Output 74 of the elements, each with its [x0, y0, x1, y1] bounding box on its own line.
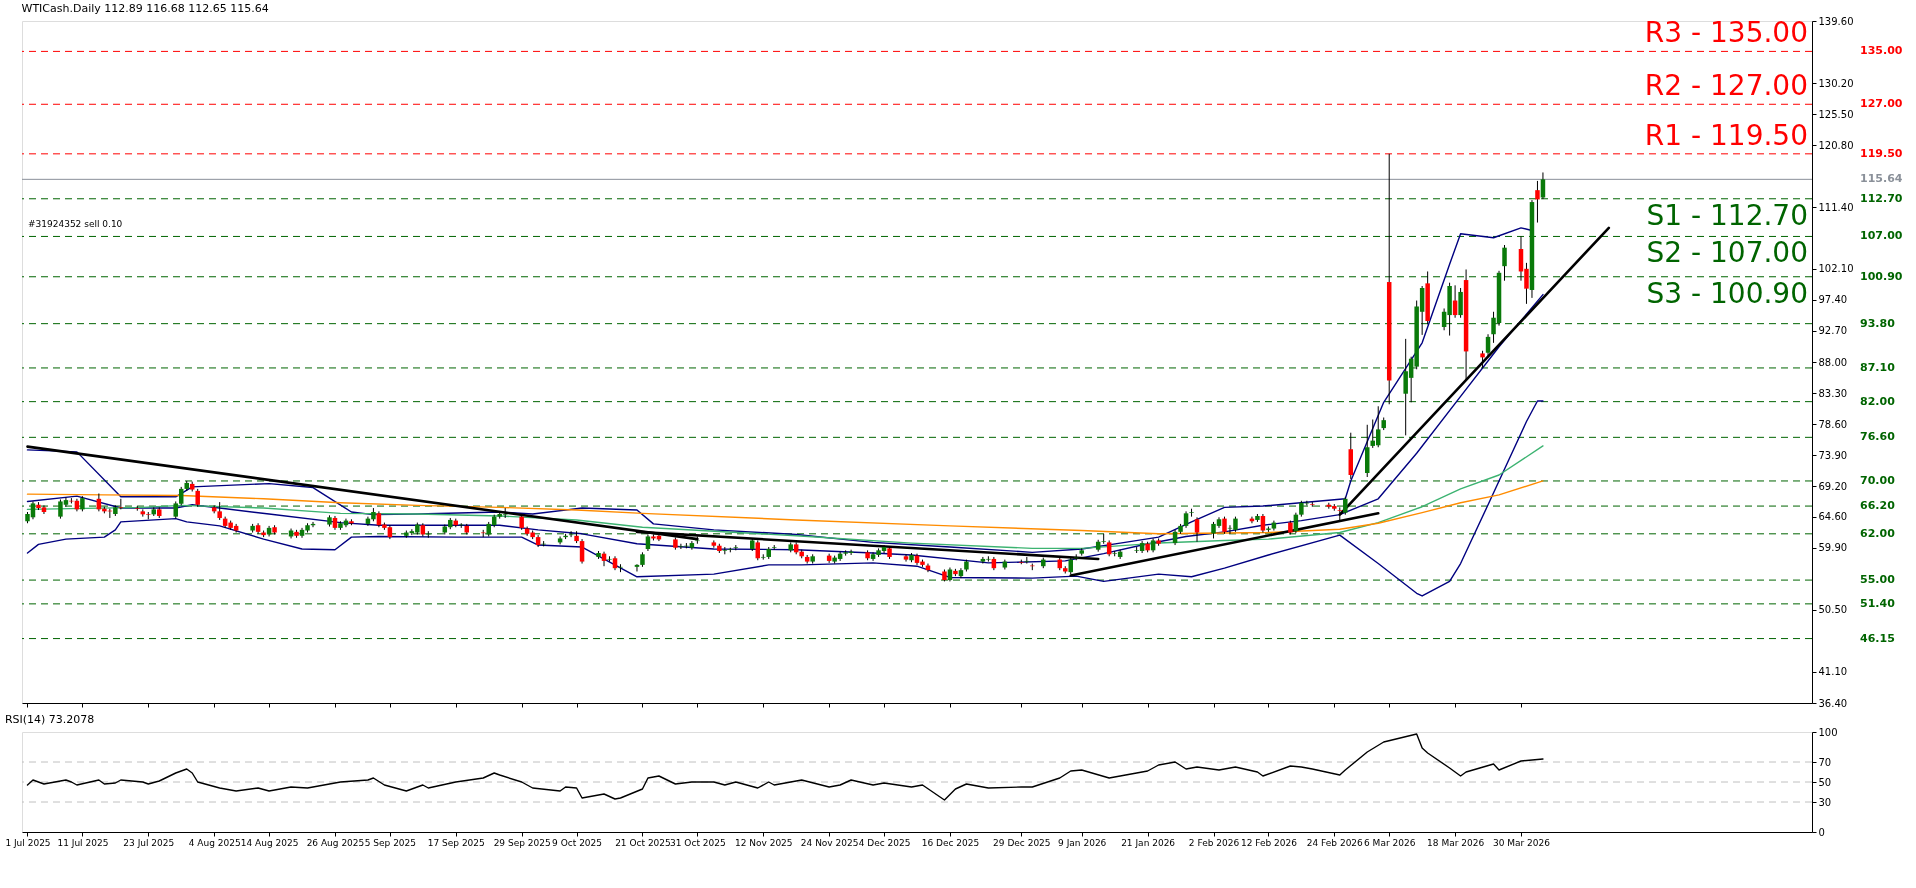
ref-line-label: 115.64 [1860, 172, 1903, 186]
y-tick-label: 102.10 [1818, 263, 1854, 275]
chart-title: RSI(14) 73.2078 [4, 713, 95, 726]
ref-line-label: 82.00 [1860, 394, 1896, 408]
y-tick-label: 139.60 [1818, 15, 1854, 27]
x-tick-label: 24 Feb 2026 [1306, 837, 1364, 848]
x-tick-label: 17 Sep 2025 [427, 837, 485, 848]
annotation: S3 - 100.90 [1646, 276, 1808, 310]
x-tick-label: 2 Feb 2026 [1188, 837, 1240, 848]
ref-line-label: 100.90 [1860, 269, 1903, 283]
x-tick-label: 30 Mar 2026 [1492, 837, 1551, 848]
y-tick-label: 78.60 [1818, 418, 1848, 430]
ref-line-label: 93.80 [1860, 316, 1896, 330]
x-tick-label: 12 Nov 2025 [734, 837, 793, 848]
y-tick-label: 88.00 [1818, 356, 1848, 368]
x-tick-label: 21 Jan 2026 [1121, 837, 1176, 848]
x-tick-label: 31 Oct 2025 [670, 837, 726, 848]
x-tick-label: 29 Dec 2025 [993, 837, 1051, 848]
y-tick-label: 41.10 [1818, 666, 1848, 678]
y-tick-label: 50 [1818, 776, 1832, 788]
chart-title: WTICash.Daily 112.89 116.68 112.65 115.64 [21, 2, 269, 15]
y-tick-label: 70 [1818, 756, 1832, 768]
y-tick-label: 97.40 [1818, 294, 1848, 306]
y-tick-label: 50.50 [1818, 604, 1848, 616]
x-tick-label: 16 Dec 2025 [921, 837, 980, 848]
annotation: #31924352 sell 0.10 [28, 219, 123, 230]
ref-line-label: 112.70 [1860, 191, 1903, 205]
x-tick-label: 14 Aug 2025 [240, 837, 299, 848]
y-tick-label: 111.40 [1818, 201, 1854, 213]
y-tick-label: 125.50 [1818, 108, 1854, 120]
y-tick-label: 69.20 [1818, 480, 1848, 492]
x-tick-label: 9 Jan 2026 [1058, 837, 1107, 848]
y-tick-label: 59.90 [1818, 542, 1848, 554]
x-tick-label: 12 Feb 2026 [1240, 837, 1298, 848]
ref-line-label: 127.00 [1860, 97, 1903, 111]
x-tick-label: 5 Sep 2025 [364, 837, 417, 848]
y-tick-label: 64.60 [1818, 511, 1848, 523]
x-tick-label: 9 Oct 2025 [552, 837, 603, 848]
annotation: R3 - 135.00 [1644, 16, 1808, 50]
annotation: S1 - 112.70 [1646, 198, 1808, 232]
y-tick-label: 120.80 [1818, 139, 1854, 151]
ref-line-label: 62.00 [1860, 526, 1896, 540]
x-tick-label: 4 Aug 2025 [188, 837, 241, 848]
ref-line-label: 135.00 [1860, 44, 1903, 58]
ref-line-label: 119.50 [1860, 146, 1903, 160]
ref-line-label: 55.00 [1860, 573, 1896, 587]
y-tick-label: 92.70 [1818, 325, 1848, 337]
y-tick-label: 130.20 [1818, 77, 1854, 89]
x-tick-label: 1 Jul 2025 [5, 837, 51, 848]
ref-line-label: 51.40 [1860, 596, 1896, 610]
x-tick-label: 24 Nov 2025 [800, 837, 859, 848]
y-tick-label: 100 [1818, 726, 1838, 738]
y-tick-label: 73.90 [1818, 449, 1848, 461]
x-tick-label: 23 Jul 2025 [123, 837, 175, 848]
x-tick-label: 6 Mar 2026 [1364, 837, 1416, 848]
x-tick-label: 11 Jul 2025 [57, 837, 109, 848]
ref-line-label: 66.20 [1860, 499, 1896, 513]
y-tick-label: 83.30 [1818, 387, 1848, 399]
annotation: R2 - 127.00 [1644, 69, 1808, 103]
ref-line-label: 46.15 [1860, 631, 1895, 645]
x-tick-label: 26 Aug 2025 [306, 837, 365, 848]
ref-line-label: 107.00 [1860, 229, 1903, 243]
annotation: S2 - 107.00 [1646, 236, 1808, 270]
x-tick-label: 21 Oct 2025 [615, 837, 671, 848]
annotation: R1 - 119.50 [1644, 118, 1808, 152]
y-tick-label: 36.40 [1818, 697, 1848, 709]
x-tick-label: 18 Mar 2026 [1427, 837, 1485, 848]
ref-line-label: 87.10 [1860, 360, 1896, 374]
ref-line-label: 70.00 [1860, 473, 1896, 487]
x-tick-label: 4 Dec 2025 [858, 837, 911, 848]
ref-line-label: 76.60 [1860, 430, 1896, 444]
x-tick-label: 29 Sep 2025 [493, 837, 551, 848]
y-tick-label: 30 [1818, 796, 1832, 808]
y-tick-label: 0 [1818, 826, 1825, 838]
